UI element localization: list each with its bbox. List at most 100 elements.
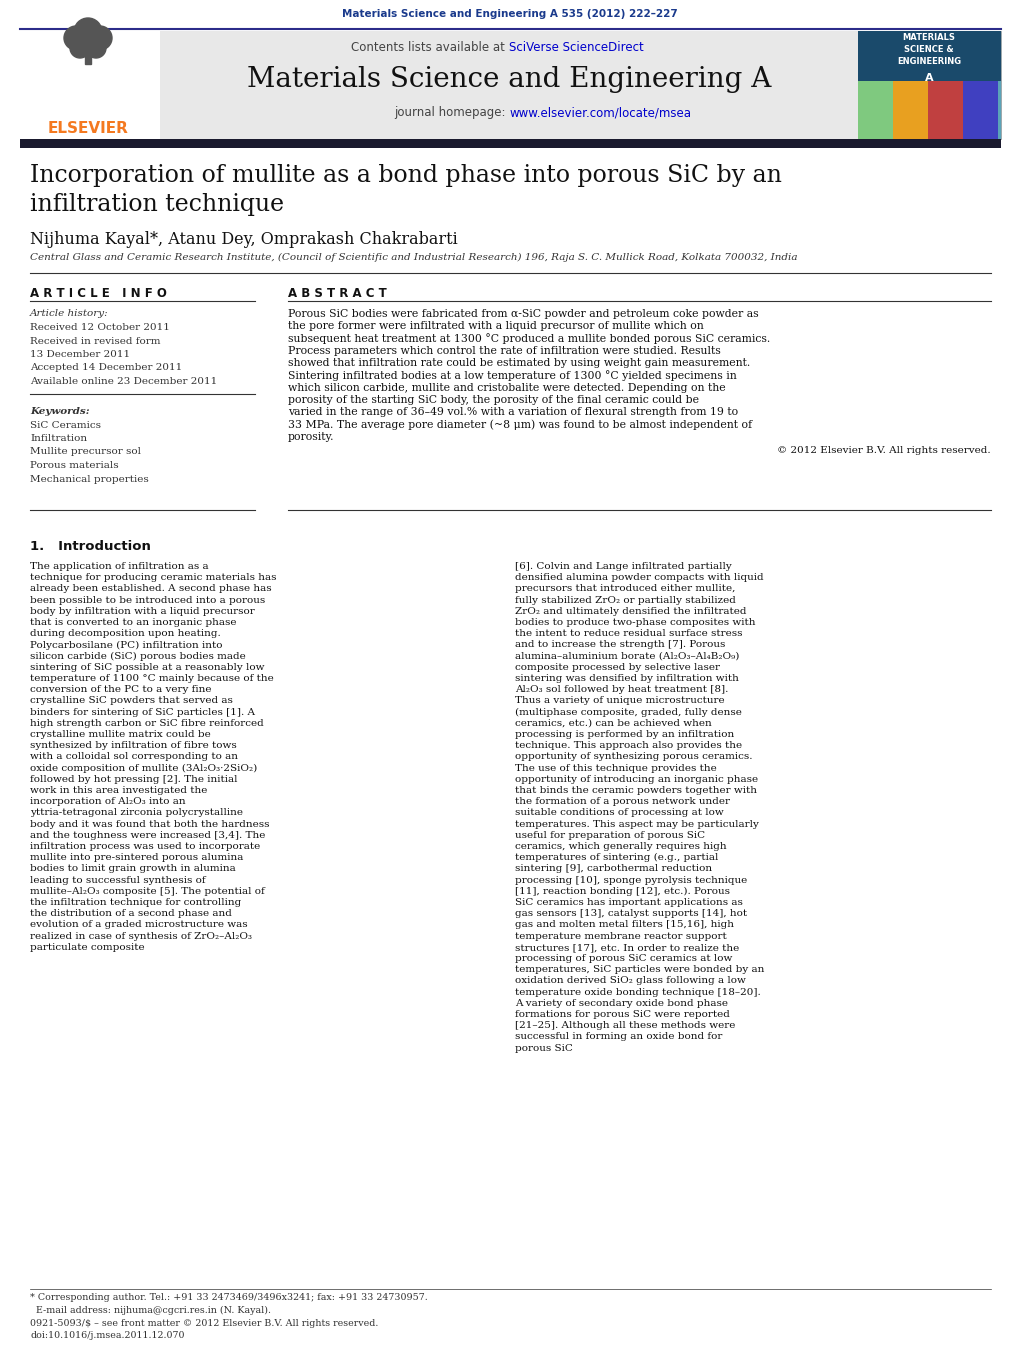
Text: Nijhuma Kayal*, Atanu Dey, Omprakash Chakrabarti: Nijhuma Kayal*, Atanu Dey, Omprakash Cha… xyxy=(30,231,457,249)
Text: which silicon carbide, mullite and cristobalite were detected. Depending on the: which silicon carbide, mullite and crist… xyxy=(288,382,726,393)
Text: bodies to produce two-phase composites with: bodies to produce two-phase composites w… xyxy=(515,617,756,627)
Circle shape xyxy=(76,30,100,54)
Text: successful in forming an oxide bond for: successful in forming an oxide bond for xyxy=(515,1032,723,1042)
Text: [6]. Colvin and Lange infiltrated partially: [6]. Colvin and Lange infiltrated partia… xyxy=(515,562,732,571)
Text: processing is performed by an infiltration: processing is performed by an infiltrati… xyxy=(515,730,734,739)
Text: temperature of 1100 °C mainly because of the: temperature of 1100 °C mainly because of… xyxy=(30,674,274,684)
Text: precursors that introduced either mullite,: precursors that introduced either mullit… xyxy=(515,585,735,593)
Text: A variety of secondary oxide bond phase: A variety of secondary oxide bond phase xyxy=(515,998,728,1008)
Text: MATERIALS
SCIENCE &
ENGINEERING: MATERIALS SCIENCE & ENGINEERING xyxy=(896,32,961,66)
Text: showed that infiltration rate could be estimated by using weight gain measuremen: showed that infiltration rate could be e… xyxy=(288,358,750,369)
Text: varied in the range of 36–49 vol.% with a variation of flexural strength from 19: varied in the range of 36–49 vol.% with … xyxy=(288,408,738,417)
Text: opportunity of synthesizing porous ceramics.: opportunity of synthesizing porous ceram… xyxy=(515,753,752,762)
Text: Materials Science and Engineering A 535 (2012) 222–227: Materials Science and Engineering A 535 … xyxy=(342,9,678,19)
Text: SiC Ceramics: SiC Ceramics xyxy=(30,420,101,430)
Text: crystalline SiC powders that served as: crystalline SiC powders that served as xyxy=(30,696,233,705)
Text: sintering [9], carbothermal reduction: sintering [9], carbothermal reduction xyxy=(515,865,712,873)
Text: sintering was densified by infiltration with: sintering was densified by infiltration … xyxy=(515,674,739,684)
Text: Materials Science and Engineering A: Materials Science and Engineering A xyxy=(247,66,771,93)
Circle shape xyxy=(86,38,106,58)
Text: temperature membrane reactor support: temperature membrane reactor support xyxy=(515,932,727,940)
Text: subsequent heat treatment at 1300 °C produced a mullite bonded porous SiC cerami: subsequent heat treatment at 1300 °C pro… xyxy=(288,334,770,345)
Bar xyxy=(858,31,1001,81)
Text: evolution of a graded microstructure was: evolution of a graded microstructure was xyxy=(30,920,248,929)
Text: Thus a variety of unique microstructure: Thus a variety of unique microstructure xyxy=(515,696,725,705)
Text: body by infiltration with a liquid precursor: body by infiltration with a liquid precu… xyxy=(30,607,255,616)
Text: Received in revised form: Received in revised form xyxy=(30,336,160,346)
Text: densified alumina powder compacts with liquid: densified alumina powder compacts with l… xyxy=(515,573,764,582)
Text: SciVerse ScienceDirect: SciVerse ScienceDirect xyxy=(509,41,644,54)
Text: 1.   Introduction: 1. Introduction xyxy=(30,540,151,553)
Text: crystalline mullite matrix could be: crystalline mullite matrix could be xyxy=(30,730,210,739)
Text: the pore former were infiltrated with a liquid precursor of mullite which on: the pore former were infiltrated with a … xyxy=(288,322,703,331)
Text: Mullite precursor sol: Mullite precursor sol xyxy=(30,447,141,457)
Text: ceramics, etc.) can be achieved when: ceramics, etc.) can be achieved when xyxy=(515,719,712,728)
Text: Received 12 October 2011: Received 12 October 2011 xyxy=(30,323,169,332)
Text: [11], reaction bonding [12], etc.). Porous: [11], reaction bonding [12], etc.). Poro… xyxy=(515,886,730,896)
Bar xyxy=(160,31,858,139)
Text: temperatures, SiC particles were bonded by an: temperatures, SiC particles were bonded … xyxy=(515,965,765,974)
Text: Porous SiC bodies were fabricated from α-SiC powder and petroleum coke powder as: Porous SiC bodies were fabricated from α… xyxy=(288,309,759,319)
Text: conversion of the PC to a very fine: conversion of the PC to a very fine xyxy=(30,685,211,694)
Text: processing of porous SiC ceramics at low: processing of porous SiC ceramics at low xyxy=(515,954,732,963)
Text: A B S T R A C T: A B S T R A C T xyxy=(288,286,387,300)
Text: silicon carbide (SiC) porous bodies made: silicon carbide (SiC) porous bodies made xyxy=(30,651,246,661)
Text: Polycarbosilane (PC) infiltration into: Polycarbosilane (PC) infiltration into xyxy=(30,640,223,650)
Bar xyxy=(893,81,928,139)
Text: Infiltration: Infiltration xyxy=(30,434,87,443)
Text: leading to successful synthesis of: leading to successful synthesis of xyxy=(30,875,205,885)
Text: the distribution of a second phase and: the distribution of a second phase and xyxy=(30,909,232,919)
Bar xyxy=(85,50,91,63)
Text: fully stabilized ZrO₂ or partially stabilized: fully stabilized ZrO₂ or partially stabi… xyxy=(515,596,736,605)
Bar xyxy=(928,81,963,139)
Text: [21–25]. Although all these methods were: [21–25]. Although all these methods were xyxy=(515,1021,735,1031)
Text: Mechanical properties: Mechanical properties xyxy=(30,474,149,484)
Text: synthesized by infiltration of fibre tows: synthesized by infiltration of fibre tow… xyxy=(30,742,237,750)
Text: structures [17], etc. In order to realize the: structures [17], etc. In order to realiz… xyxy=(515,943,739,952)
Text: and to increase the strength [7]. Porous: and to increase the strength [7]. Porous xyxy=(515,640,725,650)
Text: ZrO₂ and ultimately densified the infiltrated: ZrO₂ and ultimately densified the infilt… xyxy=(515,607,746,616)
Text: porosity.: porosity. xyxy=(288,432,335,442)
Text: mullite–Al₂O₃ composite [5]. The potential of: mullite–Al₂O₃ composite [5]. The potenti… xyxy=(30,886,264,896)
Circle shape xyxy=(70,38,90,58)
Text: infiltration process was used to incorporate: infiltration process was used to incorpo… xyxy=(30,842,260,851)
Text: with a colloidal sol corresponding to an: with a colloidal sol corresponding to an xyxy=(30,753,238,762)
Bar xyxy=(858,31,1001,139)
Text: work in this area investigated the: work in this area investigated the xyxy=(30,786,207,794)
Text: oxidation derived SiO₂ glass following a low: oxidation derived SiO₂ glass following a… xyxy=(515,977,746,985)
Text: Al₂O₃ sol followed by heat treatment [8].: Al₂O₃ sol followed by heat treatment [8]… xyxy=(515,685,728,694)
Text: (multiphase composite, graded, fully dense: (multiphase composite, graded, fully den… xyxy=(515,708,742,717)
Text: bodies to limit grain growth in alumina: bodies to limit grain growth in alumina xyxy=(30,865,236,873)
Text: Incorporation of mullite as a bond phase into porous SiC by an
infiltration tech: Incorporation of mullite as a bond phase… xyxy=(30,163,782,216)
Text: formations for porous SiC were reported: formations for porous SiC were reported xyxy=(515,1011,730,1019)
Text: oxide composition of mullite (3Al₂O₃·2SiO₂): oxide composition of mullite (3Al₂O₃·2Si… xyxy=(30,763,257,773)
Text: ceramics, which generally requires high: ceramics, which generally requires high xyxy=(515,842,727,851)
Text: body and it was found that both the hardness: body and it was found that both the hard… xyxy=(30,820,270,828)
Text: Article history:: Article history: xyxy=(30,309,108,317)
Text: A R T I C L E   I N F O: A R T I C L E I N F O xyxy=(30,286,166,300)
Text: temperatures. This aspect may be particularly: temperatures. This aspect may be particu… xyxy=(515,820,759,828)
Text: A: A xyxy=(925,73,933,82)
Text: 13 December 2011: 13 December 2011 xyxy=(30,350,130,359)
Text: gas sensors [13], catalyst supports [14], hot: gas sensors [13], catalyst supports [14]… xyxy=(515,909,747,919)
Text: technique for producing ceramic materials has: technique for producing ceramic material… xyxy=(30,573,277,582)
Text: suitable conditions of processing at low: suitable conditions of processing at low xyxy=(515,808,724,817)
Text: journal homepage:: journal homepage: xyxy=(394,105,509,119)
Text: technique. This approach also provides the: technique. This approach also provides t… xyxy=(515,742,742,750)
Text: that binds the ceramic powders together with: that binds the ceramic powders together … xyxy=(515,786,757,794)
Text: opportunity of introducing an inorganic phase: opportunity of introducing an inorganic … xyxy=(515,775,759,784)
Text: Sintering infiltrated bodies at a low temperature of 1300 °C yielded specimens i: Sintering infiltrated bodies at a low te… xyxy=(288,370,737,381)
Text: Accepted 14 December 2011: Accepted 14 December 2011 xyxy=(30,363,183,373)
Text: mullite into pre-sintered porous alumina: mullite into pre-sintered porous alumina xyxy=(30,854,243,862)
Text: incorporation of Al₂O₃ into an: incorporation of Al₂O₃ into an xyxy=(30,797,186,807)
Text: the infiltration technique for controlling: the infiltration technique for controlli… xyxy=(30,898,241,907)
Text: doi:10.1016/j.msea.2011.12.070: doi:10.1016/j.msea.2011.12.070 xyxy=(30,1331,185,1340)
Text: processing [10], sponge pyrolysis technique: processing [10], sponge pyrolysis techni… xyxy=(515,875,747,885)
Text: gas and molten metal filters [15,16], high: gas and molten metal filters [15,16], hi… xyxy=(515,920,734,929)
Text: temperatures of sintering (e.g., partial: temperatures of sintering (e.g., partial xyxy=(515,854,719,862)
Circle shape xyxy=(88,26,112,50)
Text: www.elsevier.com/locate/msea: www.elsevier.com/locate/msea xyxy=(509,105,691,119)
Text: the formation of a porous network under: the formation of a porous network under xyxy=(515,797,730,807)
Text: Keywords:: Keywords: xyxy=(30,407,90,416)
Text: SiC ceramics has important applications as: SiC ceramics has important applications … xyxy=(515,898,743,907)
